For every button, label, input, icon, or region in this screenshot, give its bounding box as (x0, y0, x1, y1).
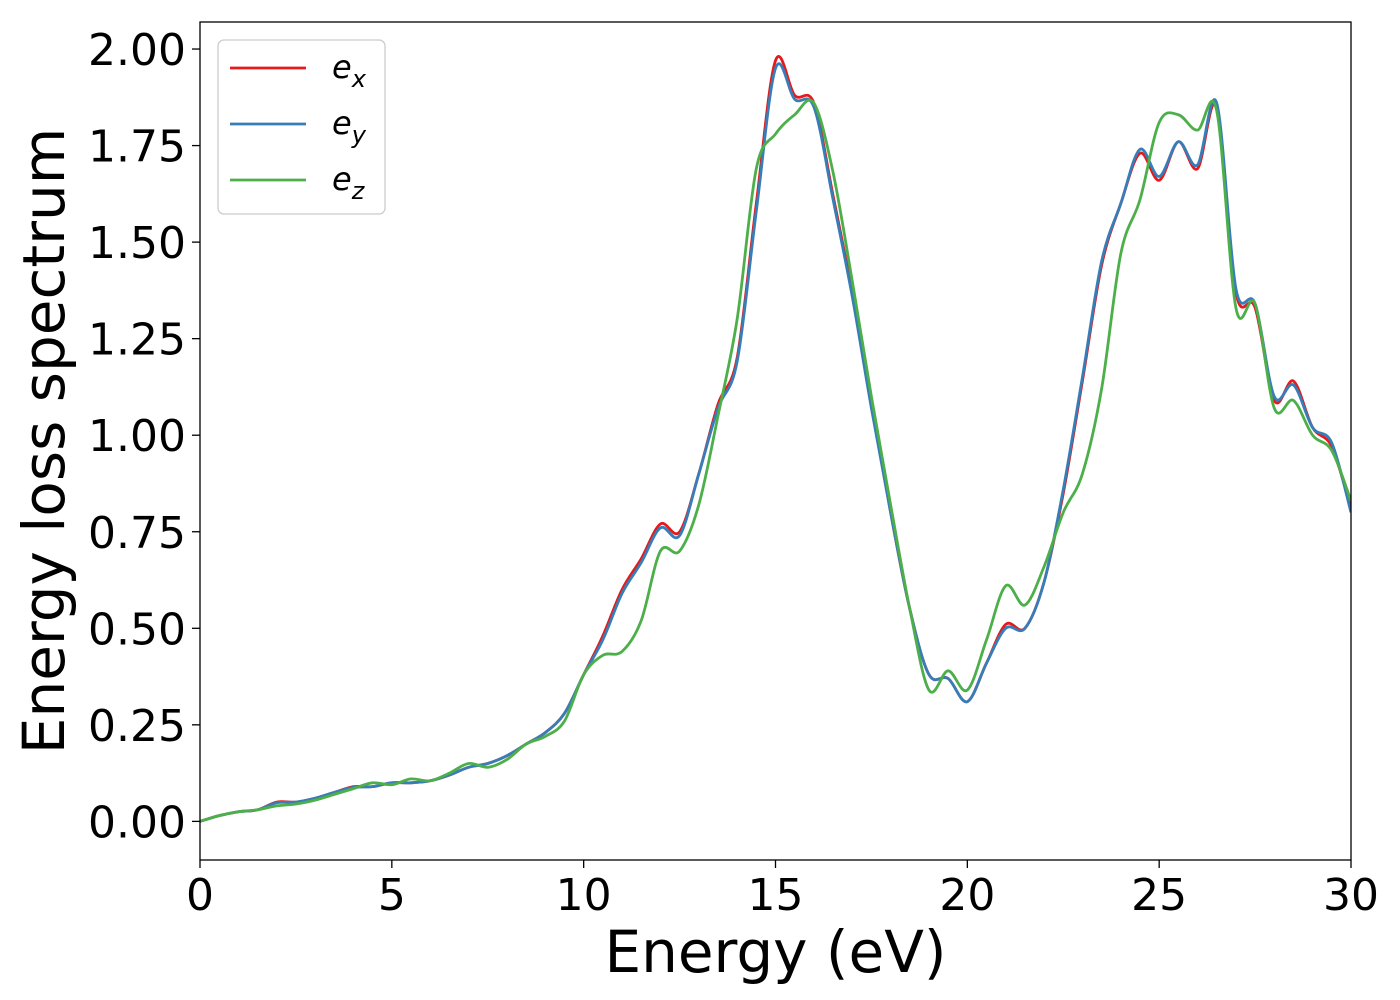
y-tick-label: 0.25 (88, 701, 186, 752)
legend-label-z: ez (332, 160, 366, 205)
y-tick-label: 1.00 (88, 411, 186, 462)
legend-label-y: ey (332, 104, 367, 149)
legend-label-x: ex (332, 48, 367, 93)
series-line-y (200, 62, 1351, 823)
legend: ex ey ez (217, 39, 386, 215)
y-tick-label: 1.50 (88, 218, 186, 269)
y-tick-label: 2.00 (88, 25, 186, 76)
y-tick-label: 1.25 (88, 315, 186, 366)
x-tick-label: 5 (378, 870, 406, 921)
axes-layer: 0 5 10 15 20 25 30 0.00 0.25 0.50 0.75 1.00 1.25 1.50… (88, 21, 1379, 921)
y-tick-label: 0.75 (88, 508, 186, 559)
y-tick-label: 0.50 (88, 604, 186, 655)
legend-box (217, 39, 386, 215)
x-tick-label: 15 (748, 870, 804, 921)
y-axis-label: Energy loss spectrum (10, 128, 78, 754)
y-tick-label: 1.75 (88, 122, 186, 173)
y-tick-label: 0.00 (88, 797, 186, 848)
x-tick-label: 25 (1131, 870, 1187, 921)
x-tick-label: 10 (556, 870, 612, 921)
x-tick-label: 20 (939, 870, 995, 921)
series-line-z (200, 98, 1351, 823)
series-layer (200, 55, 1351, 823)
x-axis-label: Energy (eV) (604, 918, 946, 986)
x-tick-label: 0 (186, 870, 214, 921)
x-tick-label: 30 (1323, 870, 1379, 921)
